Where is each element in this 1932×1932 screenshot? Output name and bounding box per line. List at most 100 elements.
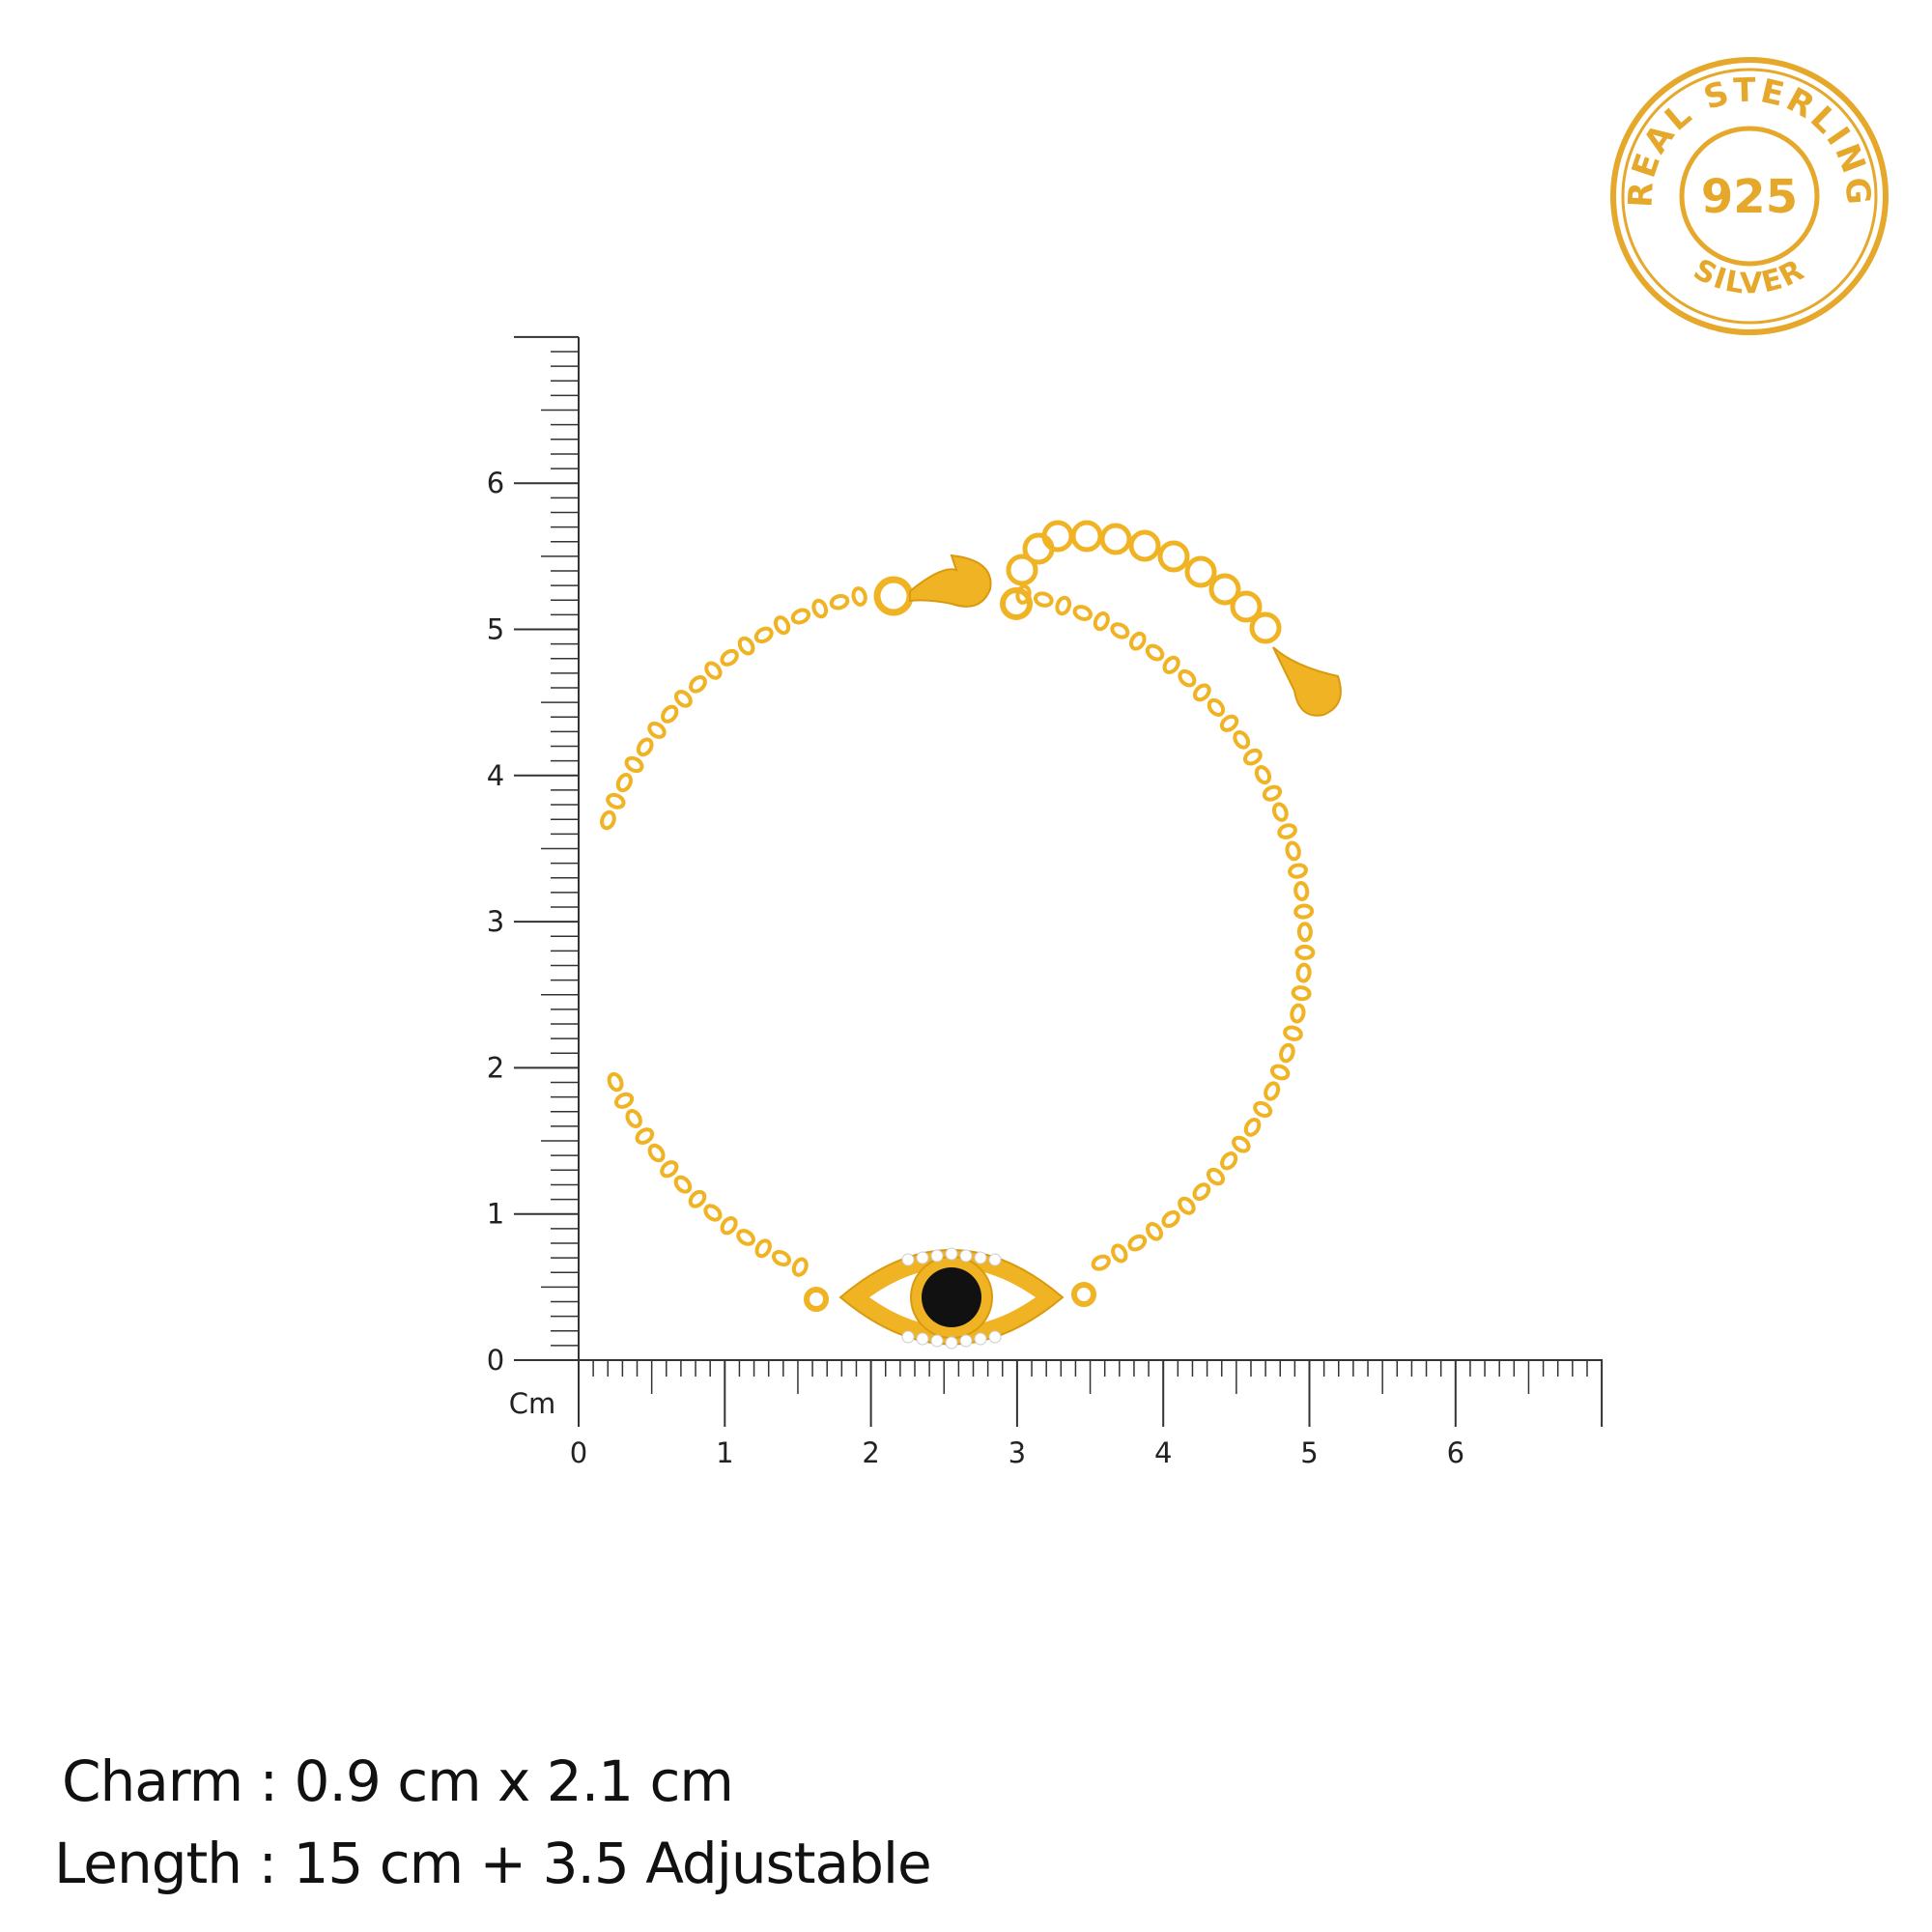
chain-link <box>1145 643 1165 662</box>
chain-link <box>737 636 755 656</box>
chain-link <box>1146 1222 1163 1241</box>
chain <box>600 584 1316 1277</box>
chain-link <box>606 792 626 810</box>
chain-link <box>754 1238 772 1259</box>
x-tick-label: 2 <box>862 1436 879 1469</box>
extension-link <box>1157 540 1190 573</box>
y-tick-label: 5 <box>487 613 504 646</box>
extension-link <box>1070 520 1103 553</box>
chain-link <box>689 675 707 694</box>
x-tick-label: 6 <box>1447 1436 1464 1469</box>
chain-link <box>1091 1254 1111 1271</box>
crystal <box>988 1253 1002 1266</box>
extension-link <box>1006 554 1038 586</box>
chain-link <box>1285 840 1301 862</box>
y-tick-label: 0 <box>487 1344 504 1377</box>
chain-link <box>791 1257 809 1277</box>
chain-link <box>1296 922 1313 943</box>
chain-link <box>1242 748 1263 766</box>
chain-link <box>851 586 867 607</box>
chain-link <box>1279 1042 1295 1064</box>
chain-link <box>1295 962 1312 983</box>
chain-link <box>1277 823 1297 839</box>
chain-link <box>1291 985 1312 1002</box>
extension-link <box>1249 611 1282 644</box>
extension-link <box>1041 520 1074 553</box>
unit-label: Cm <box>509 1387 556 1420</box>
chain-link <box>673 690 693 708</box>
chain-link <box>1293 881 1310 901</box>
bracelet <box>600 520 1342 1350</box>
chain-link <box>1288 863 1308 879</box>
x-tick-label: 1 <box>716 1436 733 1469</box>
extension-link <box>1128 529 1161 562</box>
chain-link <box>660 1160 679 1179</box>
chain-link <box>790 608 811 625</box>
crystal <box>901 1253 915 1266</box>
chain-link <box>673 1175 693 1194</box>
crystal <box>988 1330 1002 1344</box>
chain-link <box>647 1143 666 1163</box>
length-text: Length : 15 cm + 3.5 Adjustable <box>54 1831 932 1896</box>
crystal <box>930 1249 944 1263</box>
chain-link <box>773 615 791 636</box>
chain-link <box>1093 611 1110 632</box>
chain-link <box>811 598 829 619</box>
chain-link <box>1233 730 1251 750</box>
chain-link <box>1111 1243 1128 1264</box>
y-tick-label: 6 <box>487 467 504 499</box>
lobster-clasp <box>873 554 1033 620</box>
chain-link <box>1072 605 1093 621</box>
chain-link <box>647 721 667 739</box>
chain-link <box>615 773 633 793</box>
chain-link <box>1110 622 1130 639</box>
chain-link <box>1127 1234 1148 1252</box>
chain-link <box>1055 595 1072 616</box>
chain-link <box>1192 1182 1211 1201</box>
crystal <box>959 1334 973 1348</box>
chain-link <box>771 1249 792 1267</box>
stamp-bottom-text: SILVER <box>1688 253 1808 301</box>
chain-link <box>720 1216 738 1236</box>
chain-link <box>1254 765 1272 785</box>
chain-link <box>1178 668 1197 688</box>
chain-link <box>1293 903 1315 920</box>
chain-link <box>1219 714 1239 732</box>
chain-link <box>1162 655 1180 675</box>
chain-link <box>661 704 679 724</box>
extension-link <box>1022 532 1055 565</box>
extension-link <box>1099 523 1132 555</box>
chain-link <box>1290 1003 1306 1024</box>
chain-link <box>1271 802 1289 822</box>
stamp-center-text: 925 <box>1701 170 1798 224</box>
extension-chain <box>1006 520 1282 644</box>
chain-link <box>1128 631 1147 651</box>
chain-link <box>1207 697 1226 717</box>
chain-link <box>1283 1025 1303 1041</box>
drop-tag <box>1272 646 1342 717</box>
y-tick-label: 1 <box>487 1198 504 1231</box>
evil-eye-charm <box>804 1247 1096 1350</box>
crystal <box>901 1330 915 1344</box>
extension-link <box>1208 573 1241 606</box>
x-tick-label: 4 <box>1154 1436 1172 1469</box>
chain-link <box>688 1189 707 1208</box>
chain-link <box>624 755 644 774</box>
chain-link <box>1253 1100 1273 1119</box>
crystal <box>959 1249 973 1263</box>
chain-link <box>1192 683 1211 702</box>
chain-link <box>1262 784 1283 802</box>
chain-link <box>703 1204 723 1222</box>
chain-link <box>704 661 723 680</box>
crystal <box>930 1334 944 1348</box>
chain-link <box>1033 591 1054 608</box>
chain-link <box>753 626 774 644</box>
svg-text:SILVER: SILVER <box>1688 253 1810 301</box>
extension-link <box>1230 590 1263 623</box>
chain-link <box>1206 1167 1225 1186</box>
extension-link <box>1184 555 1217 588</box>
charm-size-text: Charm : 0.9 cm x 2.1 cm <box>62 1748 734 1814</box>
chain-link <box>635 1127 655 1145</box>
black-stone <box>922 1267 981 1327</box>
